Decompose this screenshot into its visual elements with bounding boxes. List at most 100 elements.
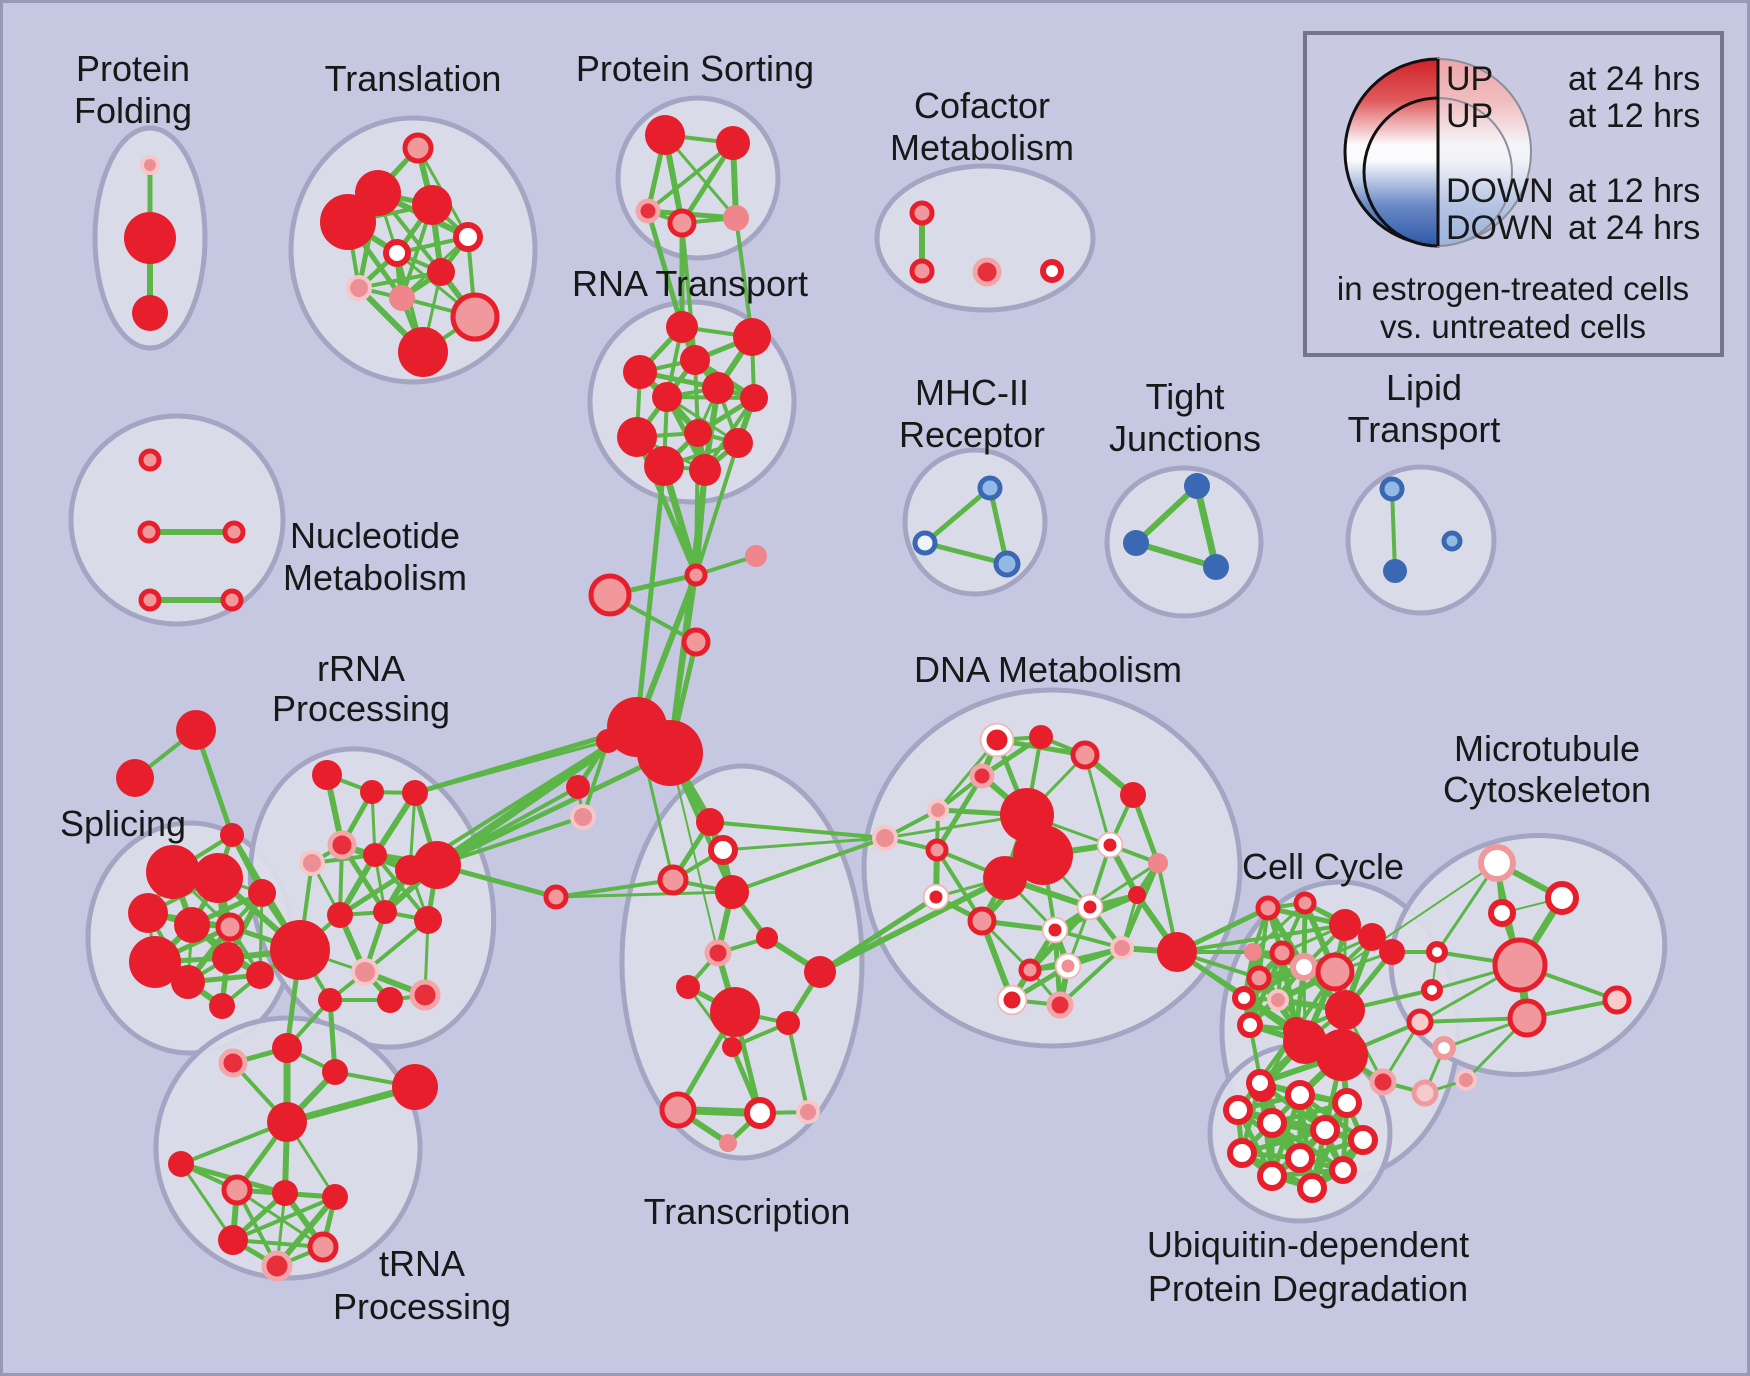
- legend-row-time: at 12 hrs: [1568, 172, 1700, 210]
- rna-transport-label: RNA Transport: [572, 263, 808, 304]
- gene-node-red: [596, 729, 620, 753]
- gene-node-red-ring-pink: [138, 588, 162, 612]
- lipid-transport-ellipse: [1345, 464, 1497, 616]
- gene-node-red-ring-white: [1545, 881, 1579, 915]
- gene-node-red-ring-pink: [402, 132, 434, 164]
- gene-node-red-ring-pink: [1255, 895, 1281, 921]
- gene-node-red-ring-white: [1257, 1161, 1287, 1191]
- gene-node-halo-red: [981, 724, 1013, 756]
- gene-node-halo-red: [1043, 918, 1067, 942]
- dna-metabolism-label: DNA Metabolism: [914, 649, 1182, 690]
- gene-node-pink-ring-red: [969, 763, 995, 789]
- gene-node-red: [363, 843, 387, 867]
- bridge-edge: [669, 752, 719, 954]
- gene-node-pink-ring-red: [704, 939, 732, 967]
- gene-node-red: [318, 988, 342, 1012]
- gene-node-pink-ring-white: [1432, 1036, 1456, 1060]
- gene-node-red-ring-white: [1227, 1138, 1257, 1168]
- gene-node-red-ring-white: [1246, 1069, 1274, 1097]
- gene-node-red: [246, 961, 274, 989]
- mhc-ii-receptor-label: Receptor: [899, 414, 1045, 455]
- gene-node-red-ring-white: [453, 222, 483, 252]
- gene-node-pink-ring-pink: [927, 799, 949, 821]
- gene-node-red: [327, 902, 353, 928]
- gene-node-red: [146, 845, 200, 899]
- bridge-edge: [1175, 923, 1347, 954]
- legend-note: vs. untreated cells: [1380, 308, 1646, 345]
- gene-node-red: [1029, 725, 1053, 749]
- gene-node-pink-ring-pink: [299, 850, 325, 876]
- gene-node-red-ring-pink: [1492, 937, 1548, 993]
- gene-node-red-ring-white: [744, 1097, 776, 1129]
- mhc-ii-receptor-edge: [922, 485, 993, 546]
- gene-node-pink: [1148, 853, 1168, 873]
- trna-processing-label: Processing: [333, 1286, 511, 1327]
- gene-node-pink-ring-pink: [872, 825, 898, 851]
- trna-processing-label: tRNA: [379, 1243, 465, 1284]
- gene-node-red: [220, 823, 244, 847]
- gene-node-red: [715, 875, 749, 909]
- gene-node-red: [710, 987, 760, 1037]
- gene-node-red-ring-pink: [1507, 998, 1547, 1038]
- bridge-edge: [634, 463, 667, 730]
- gene-node-red-ring-pink: [543, 884, 569, 910]
- gene-node-red: [1120, 782, 1146, 808]
- gene-node-blue-ring-light: [977, 475, 1003, 501]
- legend-glyph-half: [1362, 96, 1440, 248]
- transcription-edge: [554, 878, 675, 899]
- gene-node-red: [566, 775, 590, 799]
- gene-node-red-ring-pink: [221, 1174, 253, 1206]
- gene-node-red-ring-pink: [684, 563, 708, 587]
- trna-processing-edge: [231, 1195, 337, 1242]
- gene-node-red-ring-white: [1426, 941, 1448, 963]
- legend-glyph-half: [1437, 96, 1513, 248]
- gene-node-red: [132, 295, 168, 331]
- gene-node-blue: [1203, 554, 1229, 580]
- gene-node-halo: [996, 984, 1028, 1016]
- bridge-edge: [721, 836, 887, 852]
- dna-metabolism-edge: [1088, 861, 1160, 909]
- bridge-edge: [435, 815, 585, 867]
- gene-node-red: [676, 975, 700, 999]
- gene-node-red: [666, 311, 698, 343]
- transcription-edge: [786, 1021, 810, 1114]
- gene-node-halo: [922, 883, 950, 911]
- gene-node-red: [128, 893, 168, 933]
- legend-row-time: at 24 hrs: [1568, 209, 1700, 247]
- gene-node-red: [402, 780, 428, 806]
- protein-sorting-edge: [646, 141, 735, 213]
- bridge-edge: [730, 836, 887, 894]
- gene-node-red-ring-white: [1237, 1012, 1263, 1038]
- cell-cycle-edge: [1251, 901, 1307, 954]
- bridge-edge: [817, 875, 1008, 975]
- gene-node-red-ring-white: [1348, 1125, 1378, 1155]
- gene-node-red-ring-pink: [450, 292, 500, 342]
- gene-node-blue: [1383, 559, 1407, 583]
- gene-node-red: [652, 382, 682, 412]
- gene-node-red: [680, 345, 710, 375]
- gene-node-red: [1128, 886, 1146, 904]
- gene-node-red: [174, 907, 210, 943]
- legend-row-label: UP: [1446, 97, 1493, 135]
- protein-sorting-label: Protein Sorting: [576, 48, 814, 89]
- tight-junctions-ellipse: [1104, 465, 1264, 619]
- gene-node-pink-ring-red: [218, 1048, 248, 1078]
- gene-node-pink: [719, 1134, 737, 1152]
- gene-node-red-ring-pink: [588, 573, 632, 617]
- gene-node-red-ring-white: [1297, 1173, 1327, 1203]
- gene-node-red: [1358, 923, 1386, 951]
- gene-node-red-ring-white: [1257, 1108, 1287, 1138]
- node-layer: [116, 115, 1632, 1282]
- gene-node-pink-ring-pink: [140, 155, 160, 175]
- gene-node-halo: [1076, 893, 1104, 921]
- splicing-label: Splicing: [60, 803, 186, 844]
- gene-node-red-ring-white: [1040, 259, 1064, 283]
- gene-node-red: [637, 720, 703, 786]
- gene-node-red: [171, 965, 205, 999]
- mhc-ii-receptor-ellipse: [902, 447, 1048, 597]
- gene-node-red-ring-pink: [215, 912, 245, 942]
- gene-node-red: [168, 1151, 194, 1177]
